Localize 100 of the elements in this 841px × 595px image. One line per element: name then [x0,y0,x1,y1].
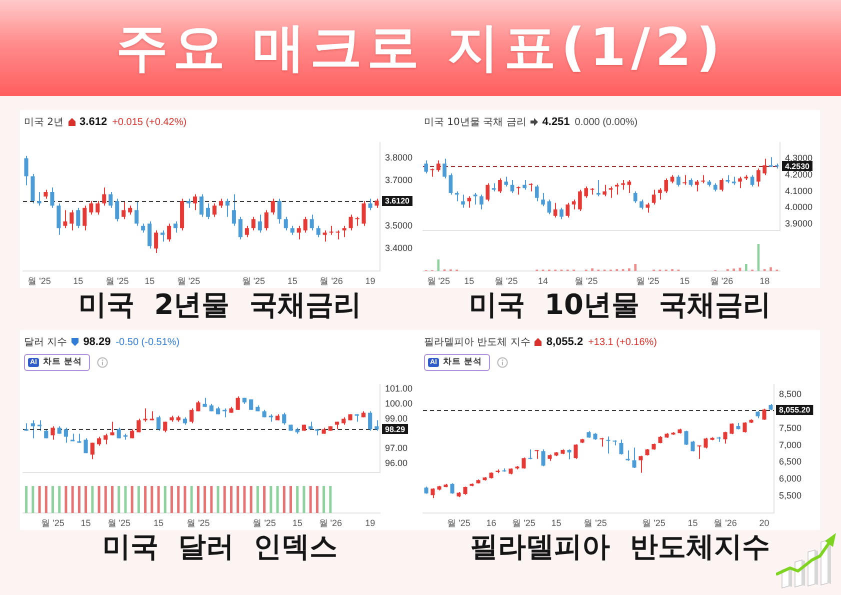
candlestick [310,214,314,231]
text: +13.1 (+0.16%) [588,336,657,348]
bar [628,268,630,271]
candlestick [567,448,572,460]
candlestick [258,214,262,234]
ref-line-label: 98.29 [385,425,406,434]
candlestick [282,412,286,426]
candlestick [720,178,724,192]
candlestick [596,179,600,197]
candlestick [534,450,539,460]
candlestick [115,198,120,222]
candlestick [30,420,35,439]
y-tick-label: 3.7000 [385,175,413,186]
bar [437,259,440,271]
candlestick [572,199,576,210]
candlestick [348,214,353,231]
x-tick-label: 월 '25 [41,518,64,528]
candlestick [658,188,662,200]
candlestick [682,174,687,186]
candlestick [290,225,294,236]
candlestick [528,182,533,192]
y-tick-label: 6,000 [779,474,802,484]
candlestick [244,225,249,238]
x-tick-label: 15 [287,276,298,286]
ref-line-label: 3.6120 [385,196,410,206]
chart-subtitle: 필라델피아 반도체 지수 [424,336,530,349]
candlestick [329,225,334,236]
candlestick [336,230,340,240]
candlestick [322,230,327,242]
candlestick [553,202,558,218]
candlestick [608,186,613,198]
candlestick [541,192,545,207]
text: 3.612 [80,116,108,128]
x-tick-label: 15 [154,518,164,528]
x-tick-label: 15 [464,276,474,286]
candlestick [480,194,484,210]
candlestick [277,198,282,224]
candlestick [442,158,446,179]
x-tick-label: 15 [551,518,562,528]
candlestick [270,198,275,216]
x-tick-label: 월 '25 [642,518,666,528]
candlestick [236,396,240,410]
candlestick [128,205,132,216]
candlestick [212,202,216,218]
x-tick-label: 15 [73,276,84,286]
candlestick [504,176,508,187]
candlestick [498,178,502,194]
candlestick [37,420,42,432]
candlestick [621,179,625,190]
candlestick [206,202,210,220]
text: 8,055.2 [546,336,584,348]
candlestick [684,430,688,446]
x-tick-label: 월 '26 [714,518,737,528]
x-tick-label: 16 [486,518,496,528]
candlestick [522,179,526,190]
text: 98.29 [83,336,111,348]
candlestick [738,176,742,189]
candlestick [110,421,114,436]
candlestick [143,408,148,422]
candlestick [652,189,656,205]
bar [634,264,637,271]
candlestick [566,202,570,218]
text: 0.000 (0.00%) [574,116,638,128]
candlestick [156,415,161,432]
candlestick [362,200,366,226]
candlestick [633,190,638,204]
x-tick-label: 월 '25 [636,276,660,286]
candlestick [424,160,428,174]
candlestick [606,436,610,454]
x-tick-label: 15 [144,276,155,286]
y-tick-label: 96.00 [385,458,408,468]
x-tick-label: 월 '25 [447,518,470,528]
candlestick [578,189,582,212]
candlestick [638,455,643,474]
x-tick-label: 월 '25 [512,518,536,528]
candlestick [251,216,256,231]
candlestick [238,216,242,240]
x-tick-label: 월 '25 [28,276,51,286]
y-tick-label: 4.2000 [785,170,813,180]
candlestick [63,210,68,229]
candlestick [704,437,708,449]
candlestick [44,189,48,200]
candlestick [218,198,223,208]
text: 미국 달러 인덱스 [102,530,338,563]
candlestick [64,427,68,444]
x-tick-label: 월 '26 [710,276,734,286]
y-tick-label: 3.5000 [385,220,413,230]
candlestick [436,160,440,172]
text: +0.015 (+0.42%) [112,116,187,128]
candlestick [619,439,624,455]
candlestick [584,186,588,198]
candlestick [510,179,514,194]
x-tick-label: 월 '25 [426,276,450,286]
y-tick-label: 3.9000 [785,218,813,229]
ref-line-label: 4.2530 [785,162,810,172]
x-tick-label: 14 [538,276,548,286]
candlestick [574,444,578,460]
candlestick [136,418,141,433]
candlestick [84,438,88,454]
candlestick [448,172,453,196]
